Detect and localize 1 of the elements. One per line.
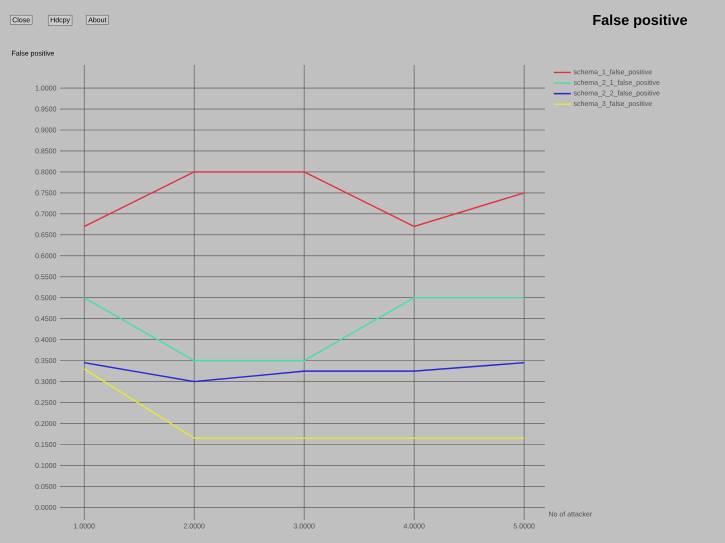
text: False positive	[593, 14, 688, 28]
